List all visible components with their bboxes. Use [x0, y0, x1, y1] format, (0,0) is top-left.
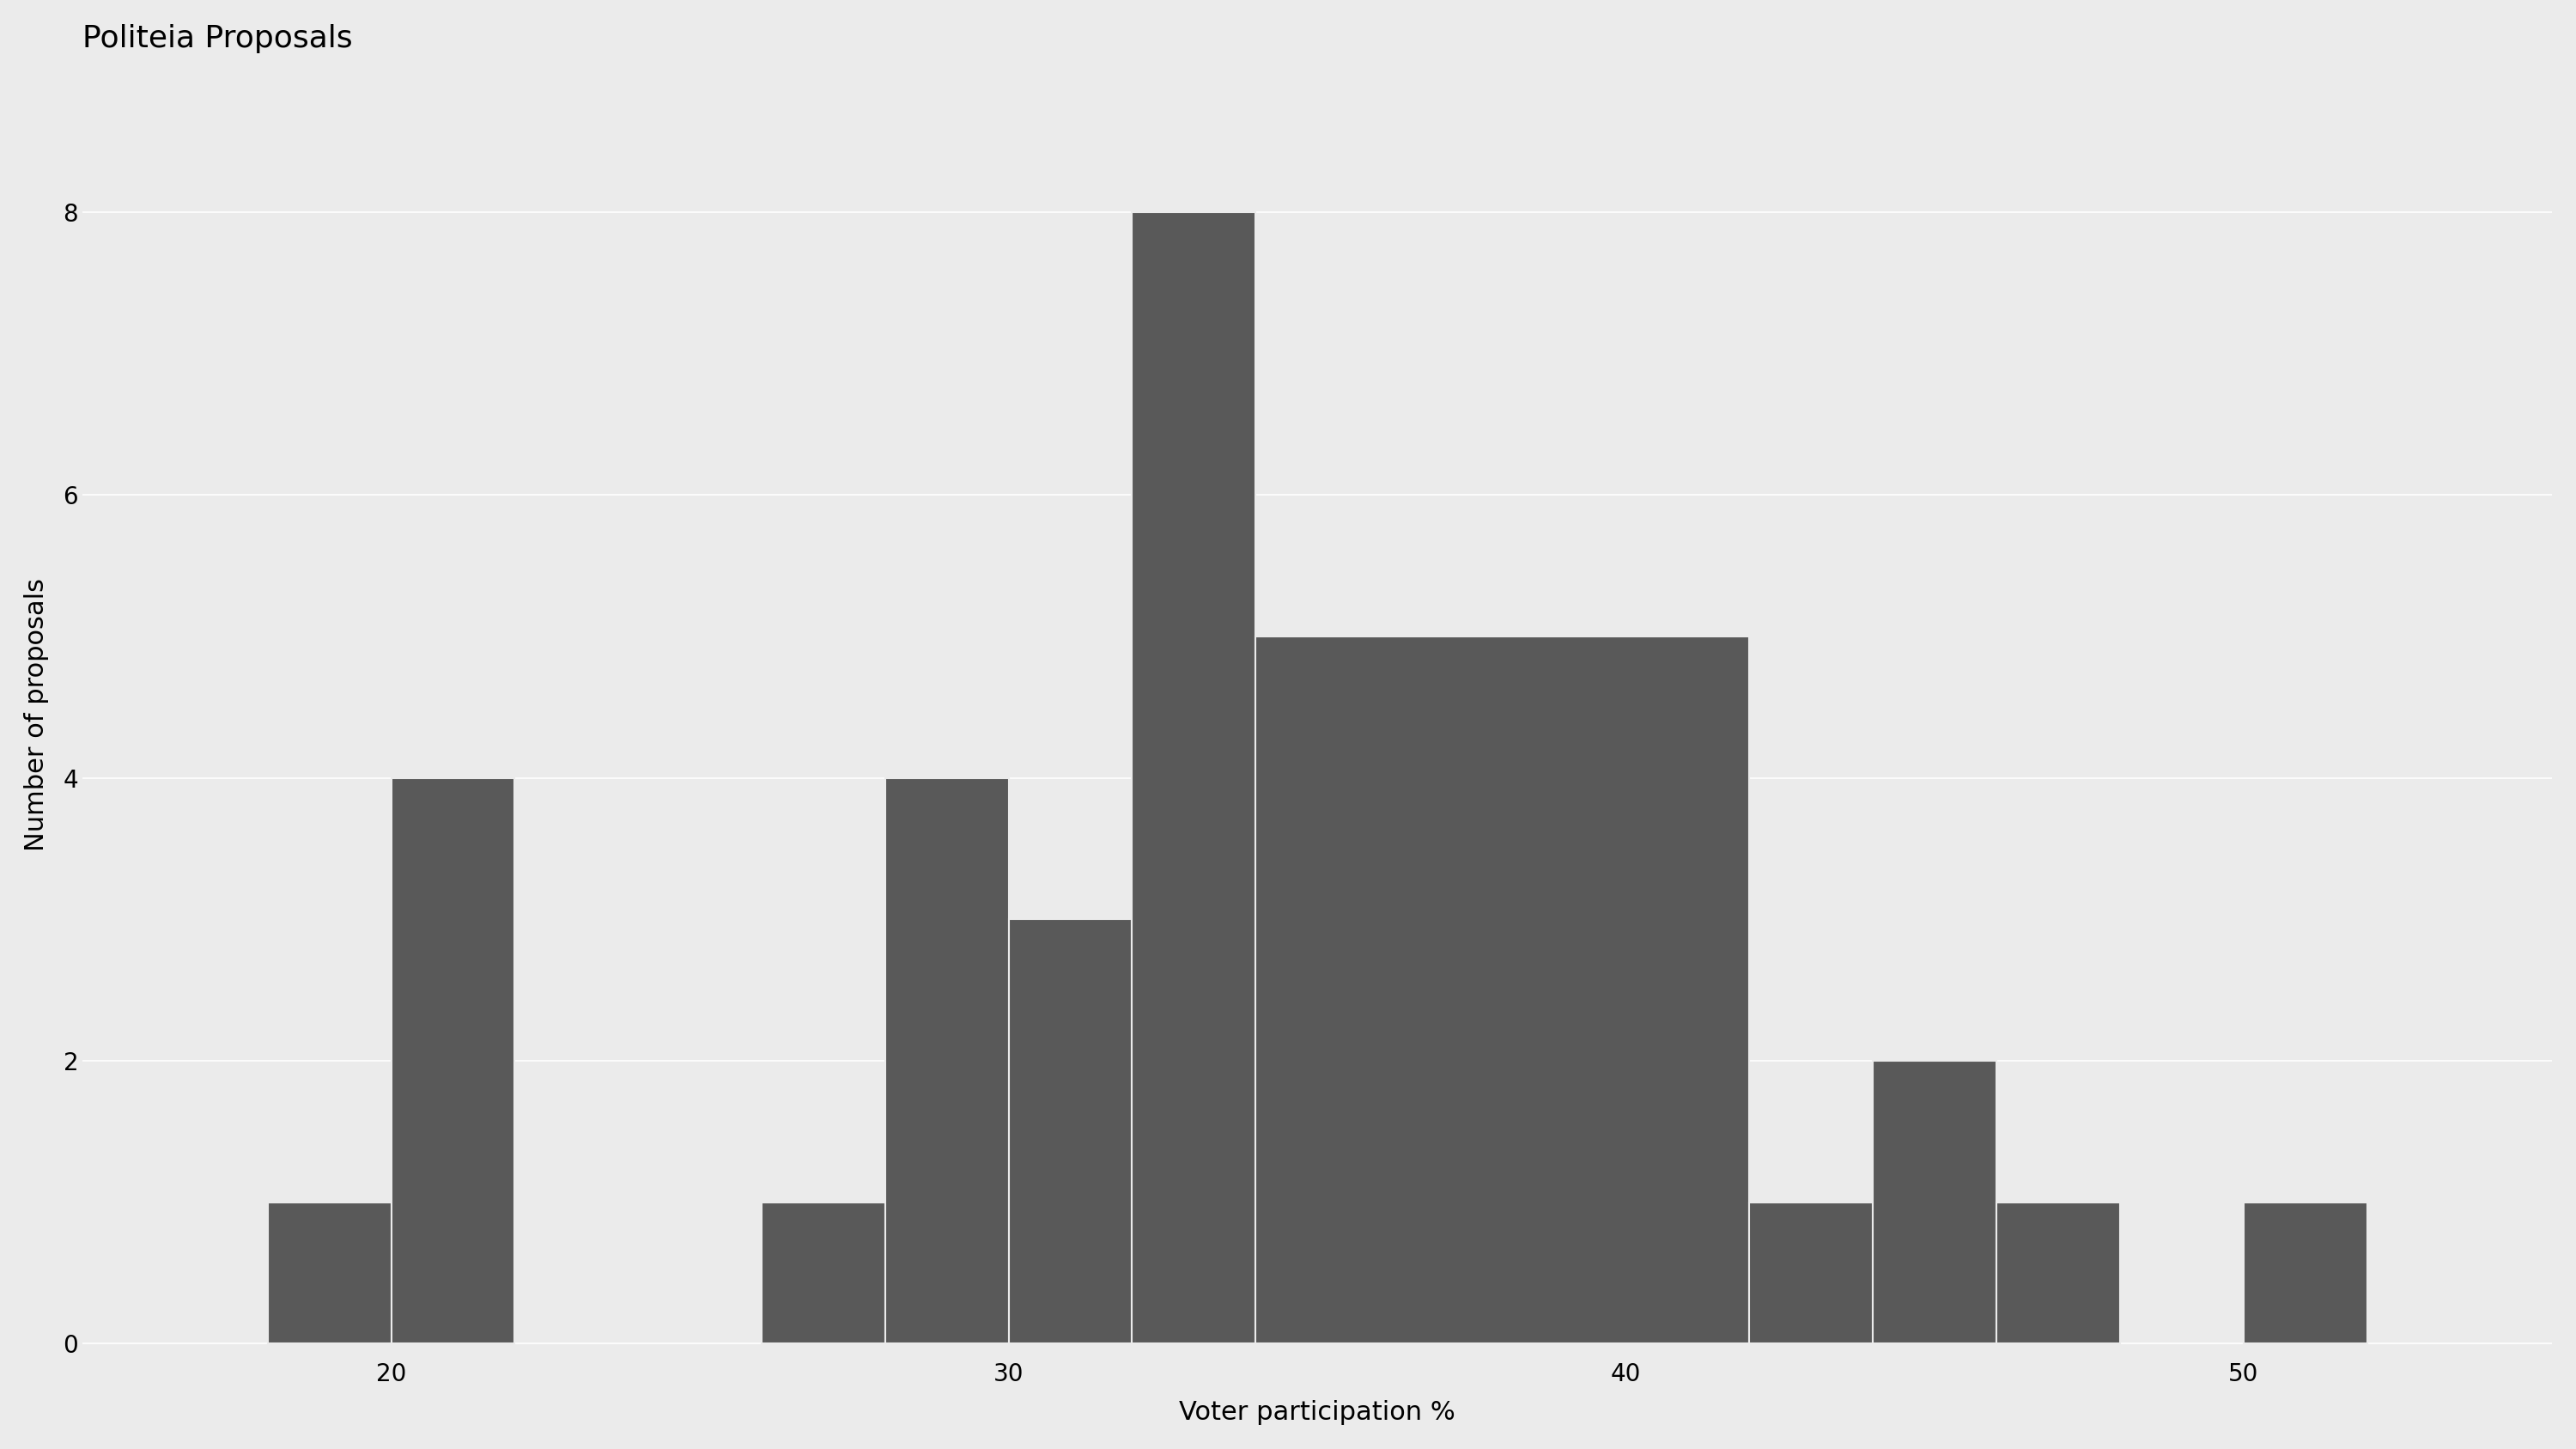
- Bar: [1255, 636, 1749, 1343]
- Y-axis label: Number of proposals: Number of proposals: [23, 578, 49, 851]
- Bar: [1749, 1203, 1873, 1343]
- Bar: [762, 1203, 886, 1343]
- Bar: [392, 778, 515, 1343]
- Bar: [1996, 1203, 2120, 1343]
- Bar: [886, 778, 1010, 1343]
- Text: Politeia Proposals: Politeia Proposals: [82, 23, 353, 54]
- Bar: [268, 1203, 392, 1343]
- Bar: [1010, 919, 1131, 1343]
- X-axis label: Voter participation %: Voter participation %: [1180, 1400, 1455, 1426]
- Bar: [2244, 1203, 2367, 1343]
- Bar: [1131, 213, 1255, 1343]
- Bar: [1873, 1061, 1996, 1343]
